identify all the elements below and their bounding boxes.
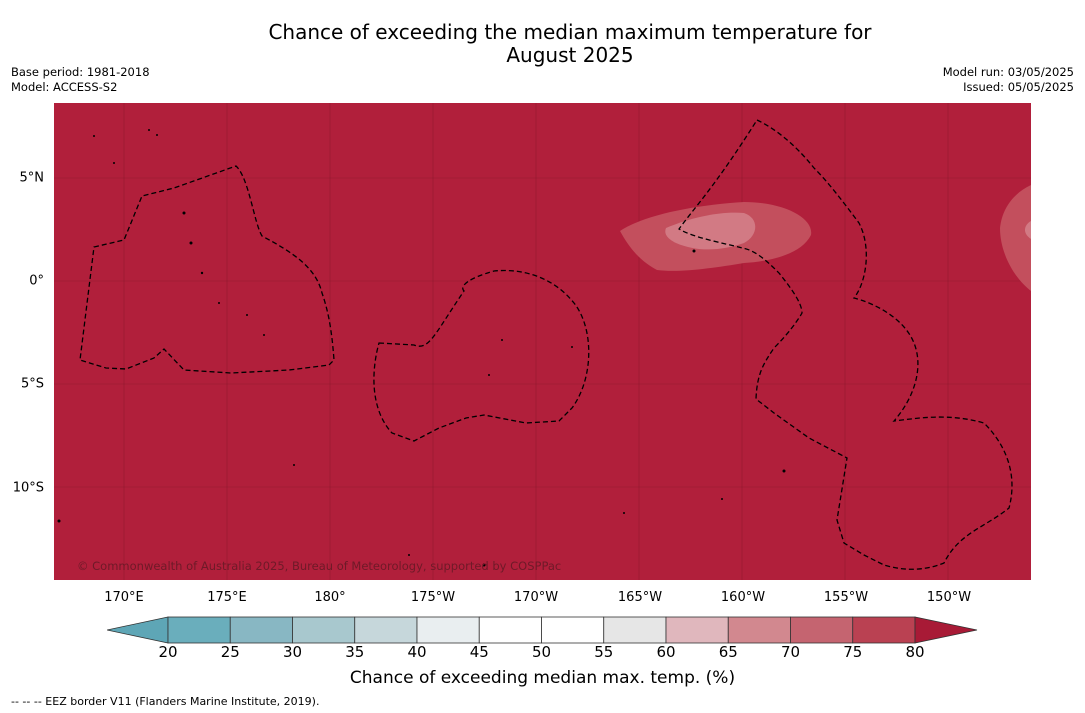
lat-label-5s: 5°S bbox=[20, 376, 44, 392]
colorbar-cell bbox=[665, 616, 729, 644]
colorbar-tick-label: 25 bbox=[220, 643, 240, 661]
lat-label-10s: 10°S bbox=[12, 480, 44, 496]
meta-right: Model run: 03/05/2025 Issued: 05/05/2025 bbox=[943, 65, 1074, 95]
lon-label-180: 180° bbox=[314, 590, 346, 605]
colorbar-cell bbox=[354, 616, 418, 644]
colorbar-tick-label: 80 bbox=[905, 643, 925, 661]
lon-label-175e: 175°E bbox=[207, 590, 247, 605]
model-run-text: Model run: 03/05/2025 bbox=[942, 65, 1074, 79]
eez-central bbox=[373, 269, 590, 442]
map-title: Chance of exceeding the median maximum t… bbox=[0, 21, 1085, 67]
colorbar-cell bbox=[478, 616, 542, 644]
eez-tuvalu-kiribati-west bbox=[79, 165, 335, 374]
lon-label-170w: 170°W bbox=[513, 590, 559, 605]
warm-anomaly-edge-core bbox=[1024, 221, 1031, 239]
colorbar-cell bbox=[167, 616, 231, 644]
title-line-2: August 2025 bbox=[506, 43, 634, 67]
colorbar-tick-label: 55 bbox=[594, 643, 614, 661]
meta-left: Base period: 1981-2018 Model: ACCESS-S2 bbox=[11, 65, 150, 95]
eez-footnote: -- -- -- EEZ border V11 (Flanders Marine… bbox=[11, 695, 320, 708]
lat-label-0: 0° bbox=[29, 273, 44, 289]
copyright-credit: © Commonwealth of Australia 2025, Bureau… bbox=[77, 559, 562, 573]
colorbar-cell bbox=[292, 616, 356, 644]
forecast-map bbox=[54, 103, 1031, 580]
title-line-1: Chance of exceeding the median maximum t… bbox=[268, 20, 872, 44]
lat-label-5n: 5°N bbox=[19, 170, 45, 186]
lon-label-175w: 175°W bbox=[410, 590, 456, 605]
colorbar-cell bbox=[603, 616, 667, 644]
colorbar-tick-label: 75 bbox=[843, 643, 863, 661]
probability-fill bbox=[54, 103, 1031, 580]
colorbar-tick-label: 35 bbox=[345, 643, 365, 661]
lon-label-150w: 150°W bbox=[926, 590, 972, 605]
colorbar-tick-label: 50 bbox=[531, 643, 552, 661]
colorbar-tick-label: 20 bbox=[158, 643, 178, 661]
warm-anomaly-edge bbox=[1000, 185, 1031, 291]
lon-label-160w: 160°W bbox=[720, 590, 766, 605]
colorbar-extend-high bbox=[914, 616, 978, 644]
lon-label-165w: 165°W bbox=[617, 590, 663, 605]
issued-text: Issued: 05/05/2025 bbox=[963, 80, 1074, 94]
colorbar-tick-label: 60 bbox=[656, 643, 676, 661]
colorbar-cell bbox=[416, 616, 480, 644]
colorbar-tick-label: 30 bbox=[282, 643, 303, 661]
eez-borders bbox=[79, 119, 1013, 570]
colorbar-cell bbox=[852, 616, 916, 644]
lon-label-170e: 170°E bbox=[104, 590, 144, 605]
colorbar-cell bbox=[541, 616, 605, 644]
colorbar bbox=[107, 616, 978, 644]
colorbar-label-text: Chance of exceeding median max. temp. (%… bbox=[349, 668, 736, 688]
base-period-text: Base period: 1981-2018 bbox=[11, 65, 150, 79]
colorbar-extend-low bbox=[107, 616, 169, 644]
colorbar-cell bbox=[727, 616, 791, 644]
map-canvas bbox=[54, 103, 1031, 580]
colorbar-tick-label: 65 bbox=[718, 643, 738, 661]
warm-anomaly-core bbox=[665, 212, 756, 250]
colorbar-cell bbox=[790, 616, 854, 644]
colorbar-tick-label: 40 bbox=[407, 643, 427, 661]
colorbar-tick-label: 45 bbox=[469, 643, 489, 661]
colorbar-cell bbox=[229, 616, 293, 644]
lon-label-155w: 155°W bbox=[823, 590, 869, 605]
model-text: Model: ACCESS-S2 bbox=[11, 80, 118, 94]
islands bbox=[57, 129, 786, 567]
colorbar-tick-label: 70 bbox=[780, 643, 801, 661]
graticule bbox=[54, 103, 1031, 580]
colorbar-label: Chance of exceeding median max. temp. (%… bbox=[0, 668, 1085, 688]
